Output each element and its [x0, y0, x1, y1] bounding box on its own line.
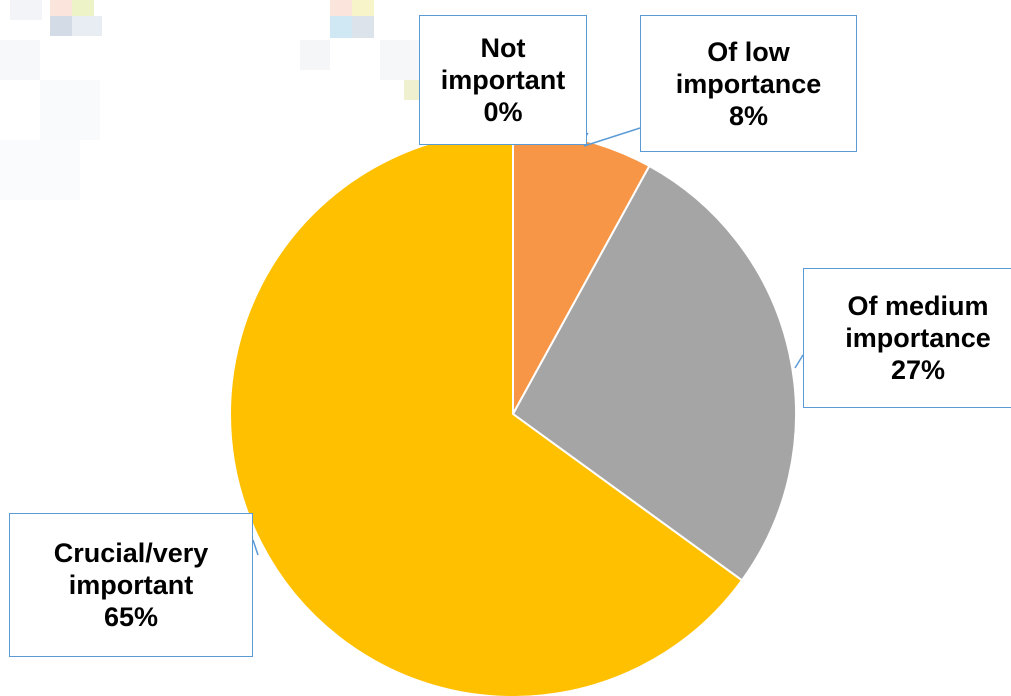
label-line-1: Not [480, 33, 526, 63]
percent-label: 8% [728, 100, 769, 131]
callout-of-low-importance: Of low importance 8% [640, 15, 857, 152]
percent-label: 0% [483, 97, 523, 127]
leader-line-of-low-importance [583, 127, 641, 147]
leader-line-crucial-very-important [252, 539, 259, 556]
callout-crucial-very-important: Crucial/very important 65% [9, 513, 253, 657]
pie-slice-crucial-very-important [229, 129, 744, 696]
label-line-2: important [68, 570, 194, 600]
callout-not-important: Not important 0% [419, 15, 587, 145]
pie-slice-of-medium-importance [511, 164, 797, 582]
label-line-2: importance [845, 323, 991, 353]
label-line-1: Of medium [847, 291, 989, 321]
label-line-1: Crucial/very [53, 538, 209, 568]
leader-line-of-medium-importance [794, 354, 804, 369]
callout-of-medium-importance: Of medium importance 27% [803, 268, 1011, 408]
label-line-1: Of low [707, 36, 790, 67]
label-line-2: important [440, 65, 566, 95]
percent-label: 27% [890, 355, 946, 385]
label-line-2: importance [675, 68, 822, 99]
percent-label: 65% [103, 602, 159, 632]
